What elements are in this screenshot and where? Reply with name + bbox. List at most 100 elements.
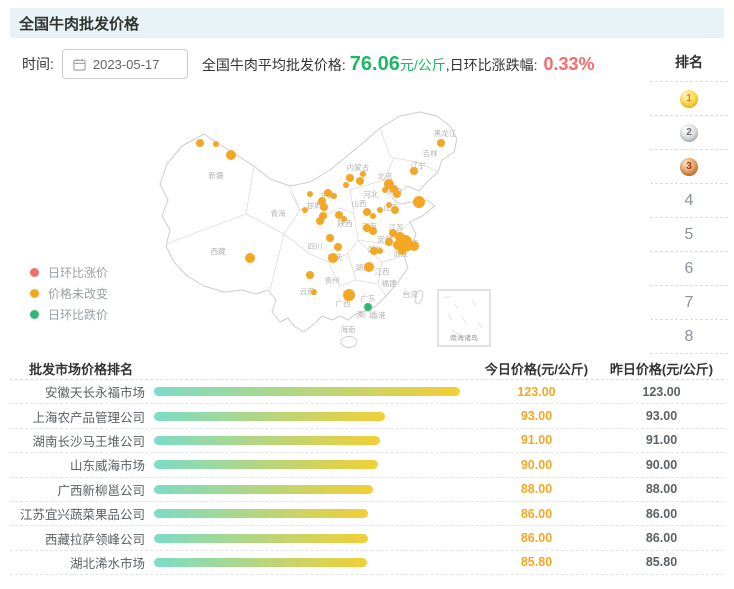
market-dot-flat[interactable] xyxy=(311,289,317,295)
today-price: 86.00 xyxy=(520,531,553,546)
market-name: 广西新柳邕公司 xyxy=(57,483,145,498)
rank-row-3: 3 xyxy=(650,150,728,184)
market-dot-flat[interactable] xyxy=(320,203,328,211)
market-dot-flat[interactable] xyxy=(226,150,236,160)
province-label: 湖南 xyxy=(356,262,371,272)
rank-row-6: 6 xyxy=(650,252,728,286)
ranking-list: 1 2 3 4 5 6 7 8 xyxy=(650,82,728,354)
legend-label: 价格未改变 xyxy=(48,287,109,301)
market-dot-flat[interactable] xyxy=(360,171,366,177)
market-dot-flat[interactable] xyxy=(389,229,397,237)
market-dot-flat[interactable] xyxy=(346,174,354,182)
market-dot-flat[interactable] xyxy=(363,208,371,216)
rank-number: 4 xyxy=(684,191,694,209)
province-label: 海南 xyxy=(341,324,356,334)
market-dot-flat[interactable] xyxy=(369,227,377,235)
market-dot-flat[interactable] xyxy=(356,177,364,185)
market-dot-flat[interactable] xyxy=(391,206,399,214)
market-dot-flat[interactable] xyxy=(393,190,401,198)
market-name: 江苏宜兴蔬菜果品公司 xyxy=(19,508,145,523)
market-dot-flat[interactable] xyxy=(385,238,393,246)
province-label: 四川 xyxy=(308,242,323,251)
market-dot-flat[interactable] xyxy=(343,182,349,188)
market-dot-flat[interactable] xyxy=(245,253,255,263)
market-dot-flat[interactable] xyxy=(328,253,338,263)
table-row: 湖北浠水市场 85.80 85.80 xyxy=(10,551,724,576)
market-dot-flat[interactable] xyxy=(316,217,324,225)
table-row: 西藏拉萨领峰公司 86.00 86.00 xyxy=(10,526,724,551)
market-dot-flat[interactable] xyxy=(437,139,445,147)
today-price: 86.00 xyxy=(520,506,553,521)
province-label: 吉林 xyxy=(423,148,438,158)
legend-label: 日环比涨价 xyxy=(48,266,109,280)
price-bar xyxy=(154,557,368,567)
province-label: 青海 xyxy=(271,208,286,218)
yesterday-price: 86.00 xyxy=(645,506,678,521)
legend-dot-up xyxy=(30,268,39,277)
yesterday-price: 93.00 xyxy=(645,409,678,424)
market-name: 湖南长沙马王堆公司 xyxy=(32,434,145,449)
market-name: 湖北浠水市场 xyxy=(69,556,145,571)
date-value: 2023-05-17 xyxy=(92,56,160,72)
table-row: 上海农产品管理公司 93.00 93.00 xyxy=(10,404,724,429)
market-dot-flat[interactable] xyxy=(398,247,406,255)
legend-item-up[interactable]: 日环比涨价 xyxy=(30,262,108,283)
province-label: 内蒙古 xyxy=(347,162,370,172)
yesterday-price: 123.00 xyxy=(642,384,681,399)
market-dots[interactable] xyxy=(196,139,445,311)
market-dot-flat[interactable] xyxy=(377,248,383,254)
market-dot-flat[interactable] xyxy=(307,191,313,197)
china-outline xyxy=(159,111,458,333)
province-label: 北京 xyxy=(378,171,393,181)
market-dot-flat[interactable] xyxy=(341,216,347,222)
yesterday-price: 88.00 xyxy=(645,482,678,497)
market-name: 安徽天长永福市场 xyxy=(44,386,145,401)
market-dot-flat[interactable] xyxy=(377,207,383,213)
market-dot-flat[interactable] xyxy=(343,289,355,301)
rank-row-8: 8 xyxy=(650,320,728,354)
date-label: 时间: xyxy=(22,56,54,72)
market-dot-flat[interactable] xyxy=(382,187,388,193)
yesterday-price: 85.80 xyxy=(645,555,678,570)
ranking-panel: 排名 1 2 3 4 5 6 7 8 xyxy=(650,52,728,354)
price-table: 批发市场价格排名 今日价格(元/公斤) 昨日价格(元/公斤) 安徽天长永福市场 1… xyxy=(10,357,724,576)
market-dot-flat[interactable] xyxy=(413,196,425,208)
province-label: 云南 xyxy=(300,286,315,296)
china-map[interactable]: 南海诸岛 新疆西藏青海甘肃宁夏内蒙古黑龙江吉林辽宁北京天津河北山西山东陕西河南江… xyxy=(142,94,502,352)
province-label: 西藏 xyxy=(211,246,226,256)
market-dot-flat[interactable] xyxy=(370,247,378,255)
header-yesterday-price: 昨日价格(元/公斤) xyxy=(609,361,714,377)
market-dot-down[interactable] xyxy=(364,303,372,311)
market-dot-flat[interactable] xyxy=(196,139,204,147)
date-input[interactable]: 2023-05-17 xyxy=(61,49,188,79)
province-label: 辽宁 xyxy=(411,160,426,170)
price-bar xyxy=(154,533,368,543)
market-dot-flat[interactable] xyxy=(213,141,219,147)
province-label: 香港 xyxy=(371,310,386,320)
market-dot-flat[interactable] xyxy=(335,211,343,219)
rank-number: 6 xyxy=(684,259,694,277)
market-dot-flat[interactable] xyxy=(331,193,337,199)
legend-item-flat[interactable]: 价格未改变 xyxy=(30,283,108,304)
market-dot-flat[interactable] xyxy=(334,243,342,251)
rank-row-2: 2 xyxy=(650,116,728,150)
rank-number: 5 xyxy=(684,225,694,243)
market-dot-flat[interactable] xyxy=(409,241,419,251)
market-dot-flat[interactable] xyxy=(326,234,334,242)
market-dot-flat[interactable] xyxy=(302,207,308,213)
province-label: 广西 xyxy=(336,298,351,308)
market-dot-flat[interactable] xyxy=(363,224,371,232)
province-label: 甘肃 xyxy=(307,200,322,210)
price-bar-track xyxy=(145,387,474,397)
market-dot-flat[interactable] xyxy=(324,189,332,197)
market-dot-flat[interactable] xyxy=(410,167,418,175)
market-dot-flat[interactable] xyxy=(370,213,376,219)
market-dot-flat[interactable] xyxy=(386,202,392,208)
legend-item-down[interactable]: 日环比跌价 xyxy=(30,304,108,325)
market-dot-flat[interactable] xyxy=(364,262,374,272)
today-price: 93.00 xyxy=(520,409,553,424)
today-price: 85.80 xyxy=(520,555,553,570)
province-label: 安徽 xyxy=(378,234,393,244)
market-dot-flat[interactable] xyxy=(306,271,314,279)
